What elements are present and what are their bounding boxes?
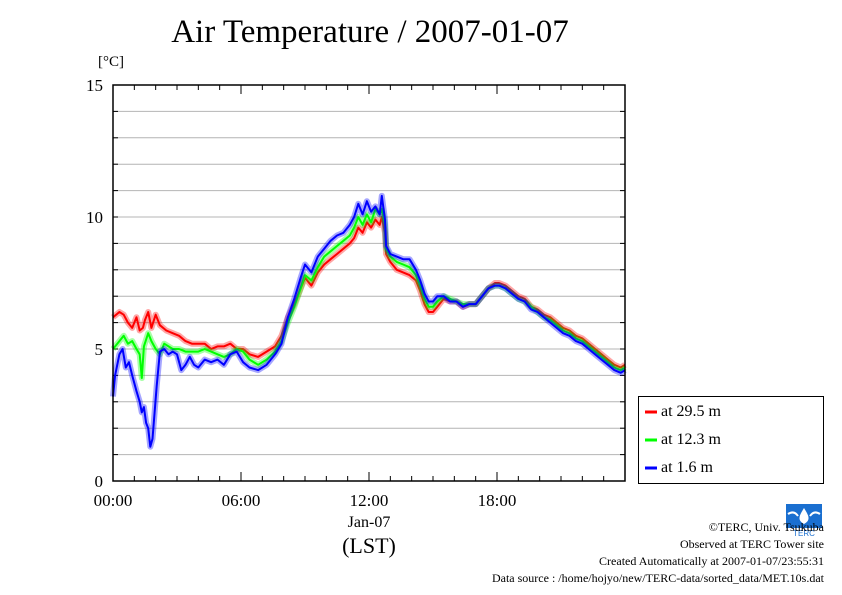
x-date-label: Jan-07 xyxy=(348,514,391,531)
x-tick-label: 06:00 xyxy=(222,491,261,510)
series-line-1 xyxy=(112,208,626,379)
x-tick-label: 00:00 xyxy=(94,491,133,510)
created-text: Created Automatically at 2007-01-07/23:5… xyxy=(599,554,824,568)
x-tick-label: 18:00 xyxy=(478,491,517,510)
legend-entry-1-6m: at 1.6 m xyxy=(645,458,713,478)
logo-text: TERC xyxy=(793,529,815,538)
x-axis-title: (LST) xyxy=(342,533,396,558)
plot-frame xyxy=(112,84,626,482)
y-tick-label: 5 xyxy=(95,340,104,359)
y-tick-label: 10 xyxy=(86,208,103,227)
chart-title: Air Temperature / 2007-01-07 xyxy=(171,14,569,50)
legend-label-12-3m: at 12.3 m xyxy=(661,431,721,448)
chart-legend: at 29.5 m at 12.3 m at 1.6 m xyxy=(638,396,824,484)
series-line-2 xyxy=(112,194,626,448)
legend-swatch-1-6m xyxy=(645,466,657,470)
terc-logo: TERC xyxy=(784,502,824,538)
y-tick-label: 15 xyxy=(86,76,103,95)
copyright-text: ©TERC, Univ. Tsukuba xyxy=(708,520,824,534)
y-tick-label: 0 xyxy=(95,472,104,491)
series-halo-0 xyxy=(111,214,627,371)
series-halo-1 xyxy=(110,206,627,381)
legend-entry-12-3m: at 12.3 m xyxy=(645,430,721,450)
y-axis-unit-label: [°C] xyxy=(98,54,124,70)
data-source-text: Data source : /home/hojyo/new/TERC-data/… xyxy=(491,571,824,585)
legend-entry-29-5m: at 29.5 m xyxy=(645,402,721,422)
legend-swatch-29-5m xyxy=(645,410,657,414)
legend-label-1-6m: at 1.6 m xyxy=(661,459,713,476)
observed-text: Observed at TERC Tower site xyxy=(679,537,824,551)
legend-label-29-5m: at 29.5 m xyxy=(661,403,721,420)
credits-block: ©TERC, Univ. Tsukuba Observed at TERC To… xyxy=(404,519,824,587)
x-tick-label: 12:00 xyxy=(350,491,389,510)
legend-swatch-12-3m xyxy=(645,438,657,442)
